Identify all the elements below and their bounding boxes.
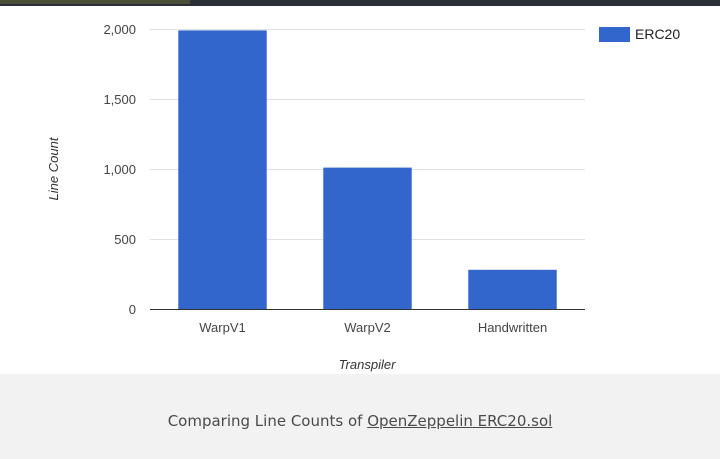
x-tick-label: Handwritten: [478, 320, 547, 335]
x-axis-title: Transpiler: [339, 357, 397, 372]
x-axis-ticks: WarpV1 WarpV2 Handwritten: [199, 320, 547, 335]
bar-chart: 0 500 1,000 1,500 2,000 WarpV1 WarpV2 Handwrit…: [46, 22, 680, 372]
legend: ERC20: [599, 26, 680, 42]
y-tick-label: 500: [114, 232, 136, 247]
bars: [178, 30, 557, 310]
y-tick-label: 0: [129, 302, 136, 317]
legend-label: ERC20: [635, 26, 680, 42]
caption-prefix: Comparing Line Counts of: [167, 412, 368, 430]
window-top-bar: [0, 0, 720, 6]
chart-container: 0 500 1,000 1,500 2,000 WarpV1 WarpV2 Handwrit…: [0, 6, 720, 374]
legend-swatch: [599, 27, 630, 42]
y-axis-title: Line Count: [46, 136, 61, 200]
y-axis-ticks: 0 500 1,000 1,500 2,000: [103, 22, 136, 317]
y-tick-label: 2,000: [103, 22, 136, 37]
toolbar-strip: [0, 0, 190, 4]
caption-link[interactable]: OpenZeppelin ERC20.sol: [367, 412, 553, 430]
bar-handwritten: [468, 269, 557, 309]
bar-warpv1: [178, 30, 267, 310]
chart-caption: Comparing Line Counts of OpenZeppelin ER…: [0, 412, 720, 430]
y-tick-label: 1,500: [103, 92, 136, 107]
bar-warpv2: [323, 167, 412, 309]
y-tick-label: 1,000: [103, 162, 136, 177]
x-tick-label: WarpV2: [344, 320, 390, 335]
caption-footer: [0, 374, 720, 459]
x-tick-label: WarpV1: [199, 320, 245, 335]
